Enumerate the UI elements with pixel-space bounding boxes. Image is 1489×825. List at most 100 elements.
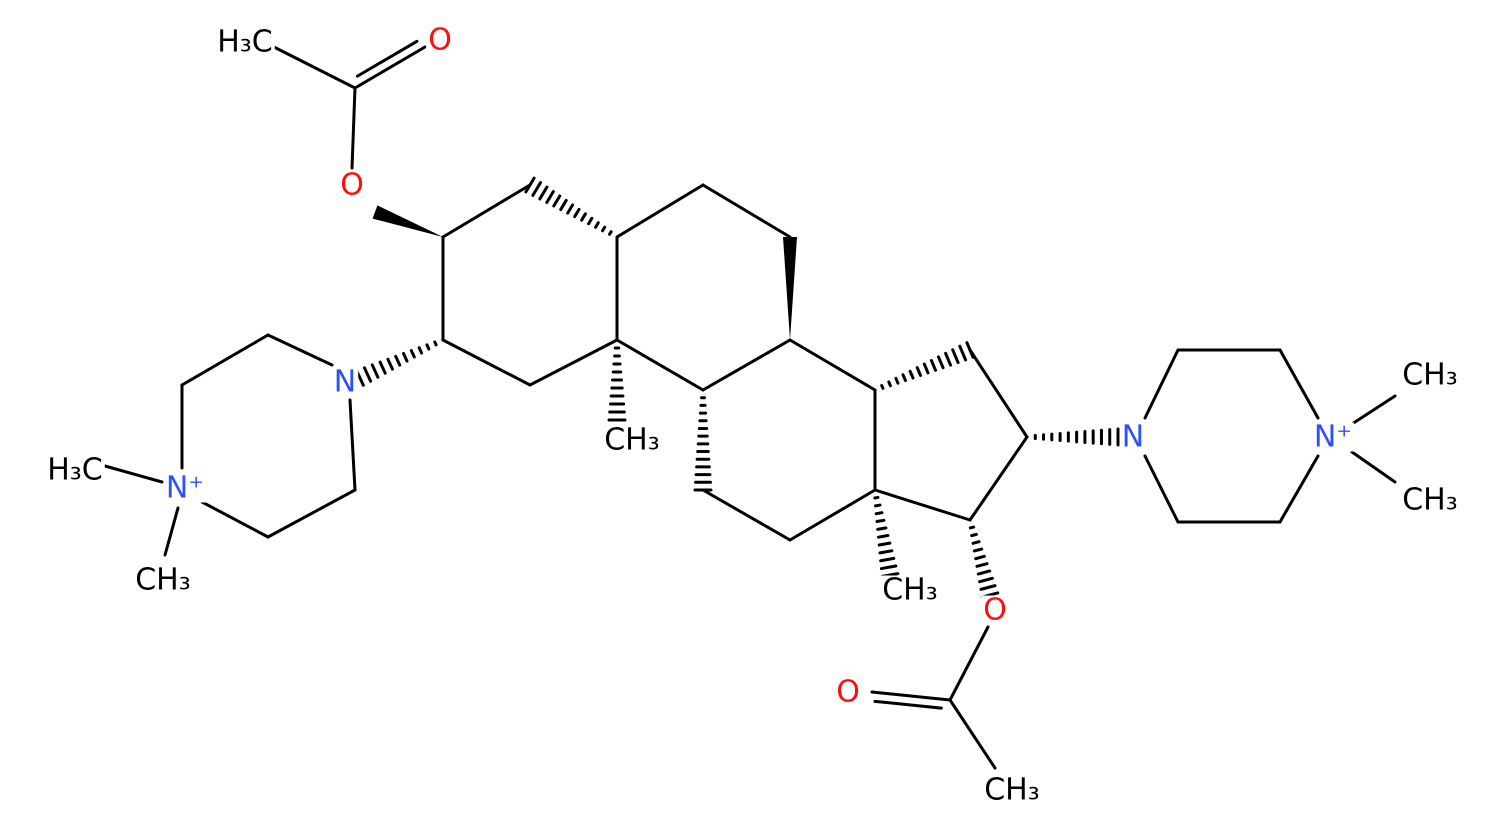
atom-label: O <box>983 593 1007 628</box>
hash-bond <box>974 554 986 561</box>
bond <box>266 488 357 539</box>
atom-label: N <box>1122 420 1144 455</box>
hash-bond <box>425 343 431 351</box>
bond <box>968 435 1029 522</box>
bond <box>1350 450 1397 484</box>
atom-label: CH₃ <box>1402 358 1458 393</box>
bond <box>350 86 357 170</box>
bond <box>1278 454 1320 524</box>
label-background <box>982 775 1042 805</box>
hash-bond <box>878 549 894 555</box>
hash-bond <box>951 348 960 365</box>
atom-label: N <box>334 365 356 400</box>
bond <box>441 183 532 239</box>
hash-bond <box>887 380 892 388</box>
bond <box>701 183 792 239</box>
atom-label: H₃C <box>217 25 273 60</box>
hash-bond <box>402 351 409 363</box>
hash-bond <box>965 341 975 359</box>
hash-bond <box>538 185 549 201</box>
atom-label: O <box>428 23 452 58</box>
hash-bond <box>922 362 930 375</box>
hash-bond <box>908 369 915 380</box>
hash-bond <box>970 532 978 538</box>
hash-bond <box>915 366 922 377</box>
hash-bond <box>433 340 438 347</box>
hash-bond <box>901 373 907 383</box>
bond <box>1278 348 1320 420</box>
bond <box>1143 454 1180 524</box>
bond <box>701 338 792 392</box>
hash-bond <box>370 363 380 379</box>
hash-bond <box>580 212 587 222</box>
label-background <box>163 473 207 503</box>
hash-bond <box>573 207 581 219</box>
hash-bond <box>601 225 607 233</box>
hash-bond <box>386 357 394 371</box>
wedge-bond <box>783 237 797 340</box>
hash-bond <box>978 576 994 584</box>
label-background <box>45 455 105 485</box>
hash-bond <box>979 584 997 591</box>
hash-bond <box>976 569 992 576</box>
hash-bond <box>594 221 600 229</box>
atom-label: O <box>836 675 860 710</box>
label-background <box>133 565 193 595</box>
hash-bond <box>880 384 885 390</box>
hash-bond <box>879 564 898 571</box>
label-background <box>1400 485 1460 515</box>
hash-bond <box>531 181 543 197</box>
bond <box>870 690 952 702</box>
bond <box>1350 394 1397 426</box>
label-background <box>338 170 366 200</box>
bond <box>355 39 419 78</box>
label-background <box>834 677 862 707</box>
hash-bond <box>559 198 568 212</box>
hash-bond <box>417 346 424 355</box>
label-background <box>1311 422 1355 452</box>
bond <box>1143 348 1180 420</box>
hash-bond <box>876 534 890 539</box>
bond <box>528 338 619 387</box>
hash-bond <box>874 511 884 516</box>
label-background <box>880 575 940 605</box>
atom-label: CH₃ <box>882 573 938 608</box>
hash-bond <box>394 354 402 367</box>
atom-label: O <box>340 168 364 203</box>
hash-bond <box>552 194 562 208</box>
bond <box>266 333 334 367</box>
bond <box>968 348 1029 439</box>
hash-bond <box>524 176 536 194</box>
atom-label: CH₃ <box>1402 483 1458 518</box>
label-background <box>1400 360 1460 390</box>
bond <box>873 488 972 522</box>
atom-label: N⁺ <box>166 471 204 506</box>
hash-bond <box>929 358 938 372</box>
hash-bond <box>409 349 416 359</box>
hash-bond <box>876 526 888 531</box>
hash-bond <box>378 360 387 375</box>
bond <box>873 699 943 710</box>
bond <box>348 398 357 492</box>
hash-bond <box>971 540 981 545</box>
bond <box>788 338 877 392</box>
bond <box>615 183 705 239</box>
hash-bond <box>894 376 900 385</box>
bond <box>268 43 357 90</box>
bond <box>441 338 532 387</box>
hash-bond <box>566 203 575 215</box>
hash-bond <box>958 344 968 362</box>
label-background <box>981 595 1009 625</box>
bond <box>103 464 164 484</box>
hash-bond <box>937 355 945 370</box>
bond <box>200 500 270 539</box>
atom-label: CH₃ <box>135 563 191 598</box>
bond <box>163 506 180 557</box>
bond <box>180 333 270 387</box>
hash-bond <box>875 518 886 524</box>
hash-bond <box>968 525 976 530</box>
hash-bond <box>879 556 896 563</box>
label-background <box>331 367 359 397</box>
hash-bond <box>873 495 880 500</box>
